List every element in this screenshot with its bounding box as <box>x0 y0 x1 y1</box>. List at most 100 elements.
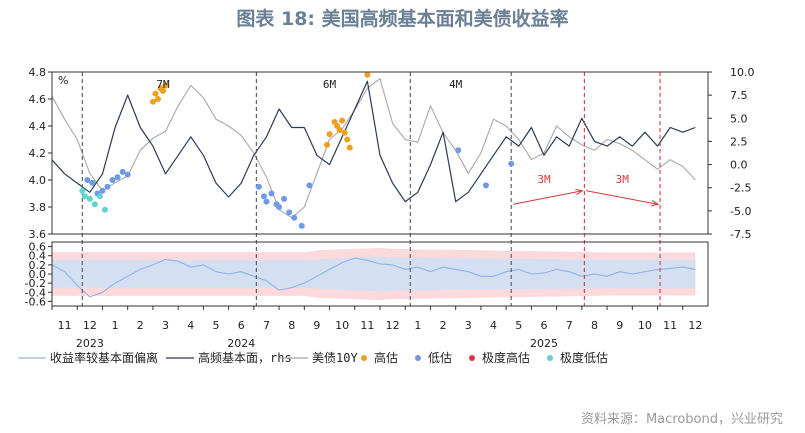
low-point <box>119 168 126 175</box>
low-point <box>298 222 305 229</box>
x-month-label: 7 <box>263 319 270 332</box>
high-point <box>326 131 333 138</box>
left-tick-label: 4.8 <box>29 66 47 79</box>
right-tick-label: 2.5 <box>730 135 748 148</box>
right-tick-label: 7.5 <box>730 89 748 102</box>
low-point <box>260 193 267 200</box>
right-tick-label: -7.5 <box>730 228 751 241</box>
x-month-label: 8 <box>288 319 295 332</box>
bottom-tick-label: 0.4 <box>29 250 47 263</box>
left-axis-unit: % <box>58 74 68 87</box>
low-point <box>255 183 262 190</box>
low-point <box>99 187 106 194</box>
low-point <box>263 198 270 205</box>
high-point <box>154 96 161 102</box>
low-point <box>281 195 288 202</box>
left-tick-label: 3.6 <box>29 228 47 241</box>
x-year-label: 2025 <box>530 337 558 350</box>
low-point <box>84 177 91 183</box>
x-month-label: 5 <box>213 319 220 332</box>
low-point <box>306 182 313 189</box>
right-tick-label: 0.0 <box>730 159 748 172</box>
legend-low: 低估 <box>428 351 452 365</box>
arrow-3m-b-head <box>651 200 660 207</box>
bottom-tick-label: 0.0 <box>29 268 47 281</box>
bottom-tick-label: 0.6 <box>29 241 47 254</box>
low-point <box>124 171 131 178</box>
right-tick-label: 10.0 <box>730 66 755 79</box>
high-point <box>339 117 346 124</box>
extreme-low-point <box>86 195 93 202</box>
x-month-label: 7 <box>566 319 573 332</box>
x-month-label: 11 <box>360 319 374 332</box>
bottom-tick-label: -0.4 <box>25 286 46 299</box>
legend-extreme-low: 极度低估 <box>560 350 608 365</box>
x-month-label: 9 <box>313 319 320 332</box>
left-tick-label: 4.0 <box>29 174 47 187</box>
right-tick-label: -2.5 <box>730 182 751 195</box>
low-point <box>114 174 121 181</box>
left-tick-label: 4.4 <box>29 120 47 133</box>
low-point <box>482 182 489 189</box>
low-point <box>508 160 515 167</box>
x-month-label: 4 <box>490 319 497 332</box>
legend-extreme-high-swatch <box>469 355 475 361</box>
legend-extreme-high: 极度高估 <box>482 350 530 365</box>
high-point <box>160 87 167 94</box>
bottom-tick-label: 0.2 <box>29 259 47 272</box>
high-point <box>336 127 343 134</box>
x-month-label: 3 <box>162 319 169 332</box>
spread-line <box>51 257 696 298</box>
low-point <box>89 179 96 186</box>
annotation-4m: 4M <box>449 78 463 91</box>
legend-low-swatch <box>415 355 421 361</box>
arrow-3m-b <box>586 190 659 205</box>
low-point <box>286 209 293 216</box>
high-point <box>162 82 169 89</box>
legend-extreme-low-swatch <box>547 355 553 361</box>
x-year-label: 2023 <box>76 337 104 350</box>
x-month-label: 4 <box>187 319 194 332</box>
chart-title: 图表 18: 美国高频基本面和美债收益率 <box>236 8 569 30</box>
left-tick-label: 4.2 <box>29 147 47 160</box>
low-point <box>109 177 116 183</box>
x-month-label: 6 <box>541 319 548 332</box>
high-point <box>364 71 371 78</box>
legend-treasury: 美债10Y <box>312 351 358 365</box>
x-month-label: 1 <box>414 319 421 332</box>
x-month-label: 2 <box>440 319 447 332</box>
high-point <box>341 129 348 136</box>
low-point <box>268 190 275 197</box>
arrow-3m-a <box>513 190 583 205</box>
legend-spread: 收益率较基本面偏离 <box>50 350 158 365</box>
x-month-label: 10 <box>335 319 349 332</box>
band-inner <box>52 256 696 292</box>
x-month-label: 12 <box>688 319 702 332</box>
source-note: 资料来源：Macrobond，兴业研究 <box>580 412 783 427</box>
x-month-label: 5 <box>515 319 522 332</box>
bottom-tick-label: -0.2 <box>25 277 46 290</box>
legend-high: 高估 <box>374 350 398 365</box>
x-month-label: 12 <box>83 319 97 332</box>
left-tick-label: 3.8 <box>29 201 47 214</box>
annotation-6m: 6M <box>323 78 337 91</box>
annotation-3m-a: 3M <box>537 173 551 186</box>
x-month-label: 9 <box>616 319 623 332</box>
legend-fundamental: 高频基本面，rhs <box>198 350 292 365</box>
bottom-tick-label: -0.6 <box>25 295 46 308</box>
x-month-label: 11 <box>663 319 677 332</box>
extreme-low-point <box>96 193 103 200</box>
right-tick-label: -5.0 <box>730 205 751 218</box>
low-point <box>276 204 283 210</box>
x-month-label: 3 <box>465 319 472 332</box>
low-point <box>455 147 462 154</box>
high-point <box>324 141 331 148</box>
high-point <box>149 98 156 105</box>
x-month-label: 6 <box>238 319 245 332</box>
annotation-7m: 7M <box>156 78 170 91</box>
high-point <box>346 144 353 151</box>
legend-high-swatch <box>361 355 367 361</box>
annotation-3m-b: 3M <box>616 173 630 186</box>
